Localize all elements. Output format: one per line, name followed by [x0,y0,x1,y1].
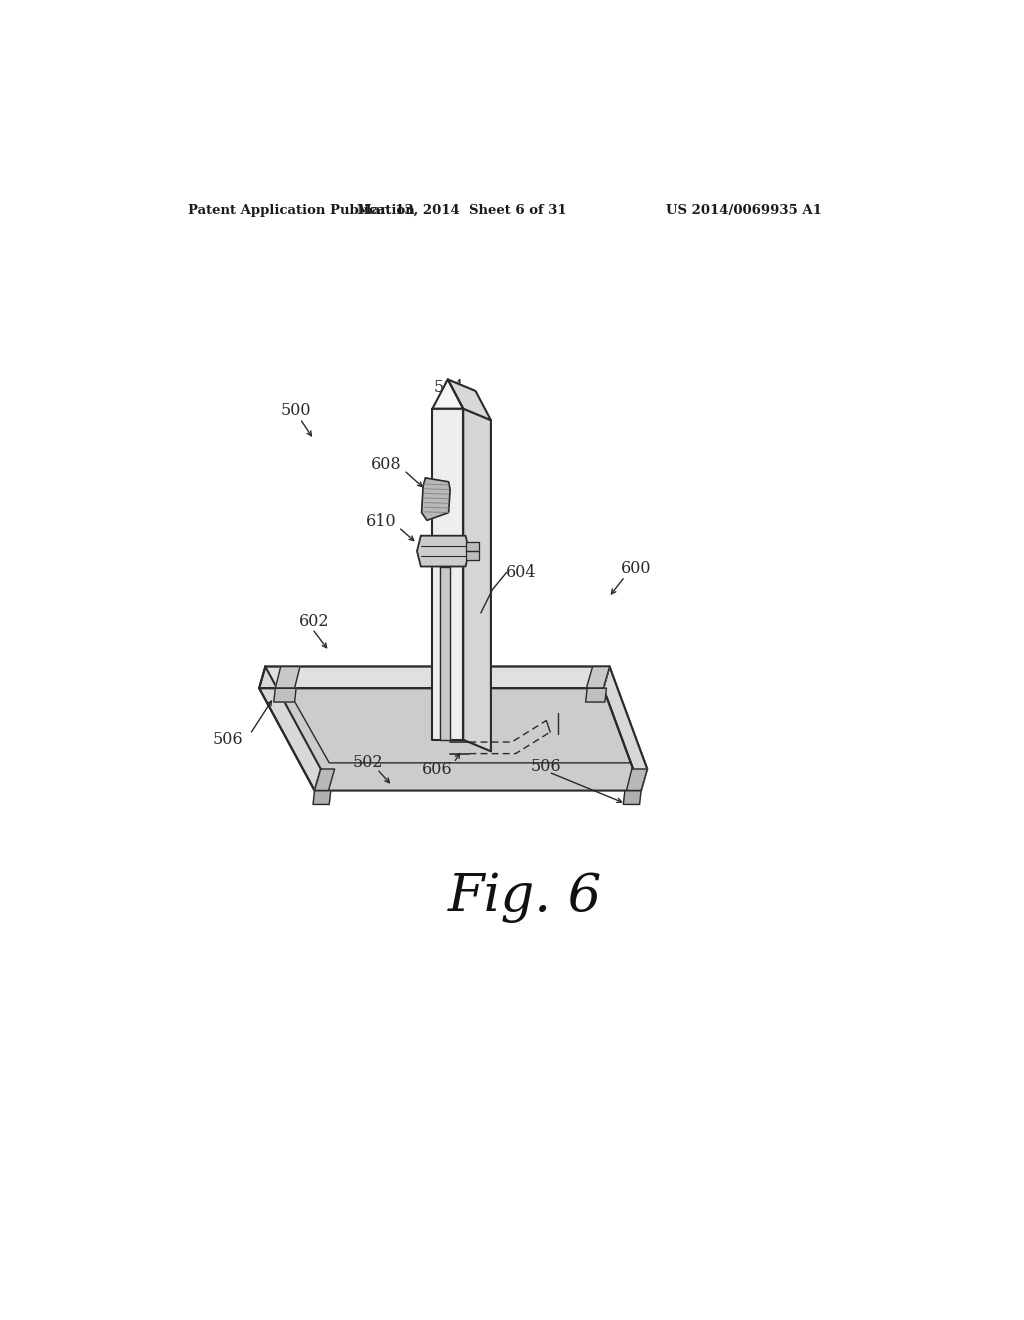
Polygon shape [313,791,331,804]
Polygon shape [259,688,641,791]
Text: 506: 506 [213,731,244,748]
Polygon shape [603,667,647,791]
Polygon shape [275,667,300,688]
Polygon shape [466,543,479,552]
Text: 608: 608 [371,457,401,474]
Polygon shape [279,673,635,763]
Polygon shape [624,791,641,804]
Polygon shape [265,667,647,770]
Polygon shape [440,566,451,739]
Polygon shape [447,379,490,420]
Text: Fig. 6: Fig. 6 [447,873,602,923]
Text: US 2014/0069935 A1: US 2014/0069935 A1 [666,205,821,218]
Text: 506: 506 [531,758,561,775]
Text: Mar. 13, 2014  Sheet 6 of 31: Mar. 13, 2014 Sheet 6 of 31 [356,205,566,218]
Polygon shape [422,478,451,520]
Text: 610: 610 [366,513,396,531]
Text: 604: 604 [506,564,537,581]
Polygon shape [259,667,609,688]
Polygon shape [314,770,335,791]
Polygon shape [432,409,463,739]
Polygon shape [587,667,609,688]
Polygon shape [466,552,479,561]
Polygon shape [432,379,463,409]
Text: 602: 602 [298,614,329,631]
Text: 500: 500 [281,403,311,420]
Text: Patent Application Publication: Patent Application Publication [188,205,415,218]
Polygon shape [463,409,490,751]
Polygon shape [586,688,606,702]
Polygon shape [627,770,647,791]
Polygon shape [273,688,296,702]
Polygon shape [417,536,469,566]
Text: 606: 606 [422,760,453,777]
Text: 502: 502 [352,754,383,771]
Polygon shape [259,667,321,791]
Text: 504: 504 [433,379,464,396]
Text: 600: 600 [621,560,651,577]
